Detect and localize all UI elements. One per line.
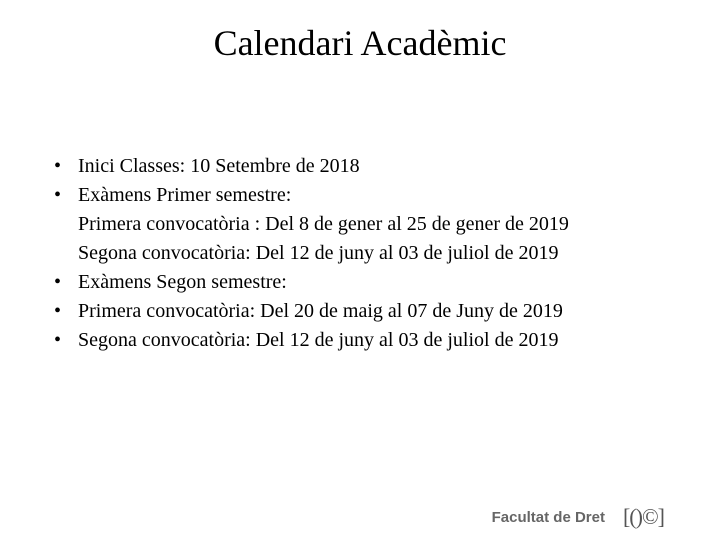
bullet-list: Inici Classes: 10 Setembre de 2018 Exàme… [48,152,672,355]
bullet-text: Exàmens Primer semestre: [78,184,291,206]
bullet-text: Inici Classes: 10 Setembre de 2018 [78,155,360,177]
list-item: Primera convocatòria: Del 20 de maig al … [48,297,672,326]
bullet-text: Exàmens Segon semestre: [78,271,287,293]
footer-logo-icon: [()©] [623,506,664,528]
list-item: Exàmens Segon semestre: [48,268,672,297]
list-item: Segona convocatòria: Del 12 de juny al 0… [48,326,672,355]
page-title: Calendari Acadèmic [0,22,720,64]
footer-label: Facultat de Dret [492,509,605,526]
bullet-subline: Primera convocatòria : Del 8 de gener al… [78,210,672,239]
slide-footer: Facultat de Dret [()©] [492,506,664,528]
bullet-text: Segona convocatòria: Del 12 de juny al 0… [78,329,558,351]
slide: Calendari Acadèmic Inici Classes: 10 Set… [0,22,720,540]
bullet-subline: Segona convocatòria: Del 12 de juny al 0… [78,239,672,268]
list-item: Exàmens Primer semestre: Primera convoca… [48,181,672,268]
content-area: Inici Classes: 10 Setembre de 2018 Exàme… [48,152,672,355]
list-item: Inici Classes: 10 Setembre de 2018 [48,152,672,181]
bullet-text: Primera convocatòria: Del 20 de maig al … [78,300,563,322]
